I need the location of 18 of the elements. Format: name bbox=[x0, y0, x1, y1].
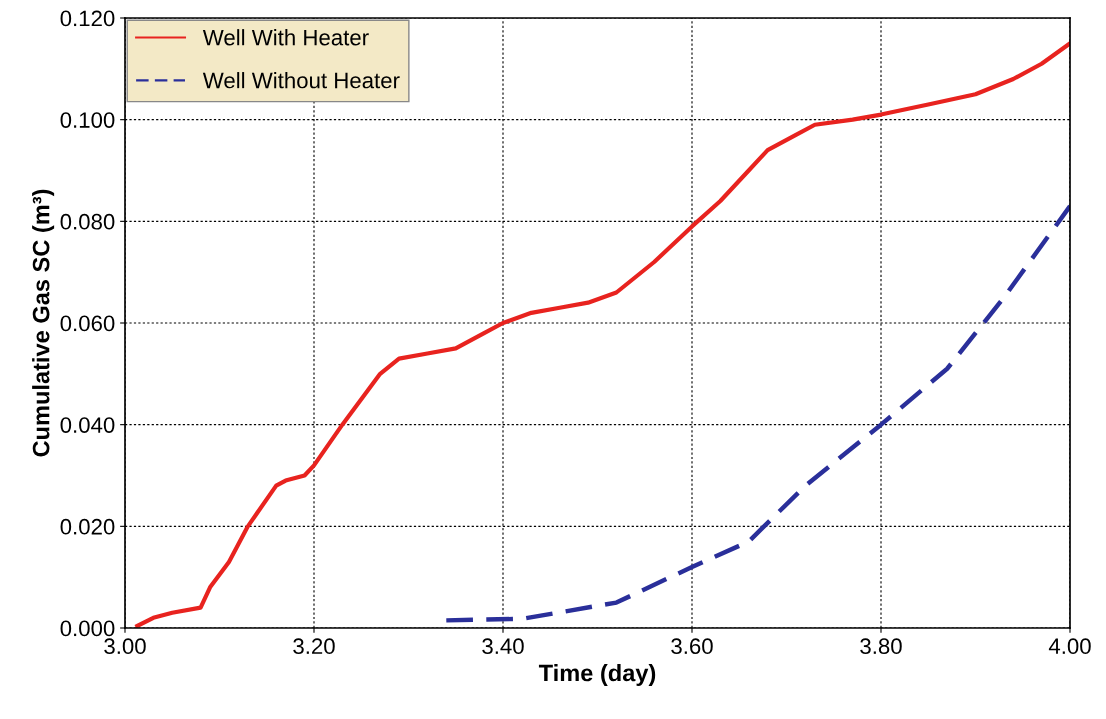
x-tick-label: 3.40 bbox=[482, 638, 524, 655]
y-tick-label: 0.020 bbox=[60, 518, 115, 535]
y-tick-label: 0.060 bbox=[60, 315, 115, 332]
y-tick-label: 0.000 bbox=[60, 620, 115, 637]
y-tick-label: 0.100 bbox=[60, 112, 115, 128]
x-tick-label: 3.00 bbox=[104, 638, 146, 655]
line-series bbox=[444, 203, 1070, 623]
legend-label: Well With Heater bbox=[202, 29, 369, 46]
x-tick-label: 4.00 bbox=[1048, 638, 1091, 655]
x-tick-label: 3.80 bbox=[860, 638, 902, 655]
y-tick-label: 0.040 bbox=[60, 417, 115, 433]
x-tick-label: 3.60 bbox=[671, 638, 713, 655]
x-axis-title: Time (day) bbox=[538, 663, 656, 686]
legend-label: Well Without Heater bbox=[202, 72, 400, 89]
x-tick-label: 3.20 bbox=[293, 638, 335, 655]
y-axis-title: Cumulative Gas SC (m³) bbox=[32, 189, 55, 457]
y-tick-label: 0.120 bbox=[60, 10, 115, 27]
y-tick-label: 0.080 bbox=[60, 213, 115, 230]
